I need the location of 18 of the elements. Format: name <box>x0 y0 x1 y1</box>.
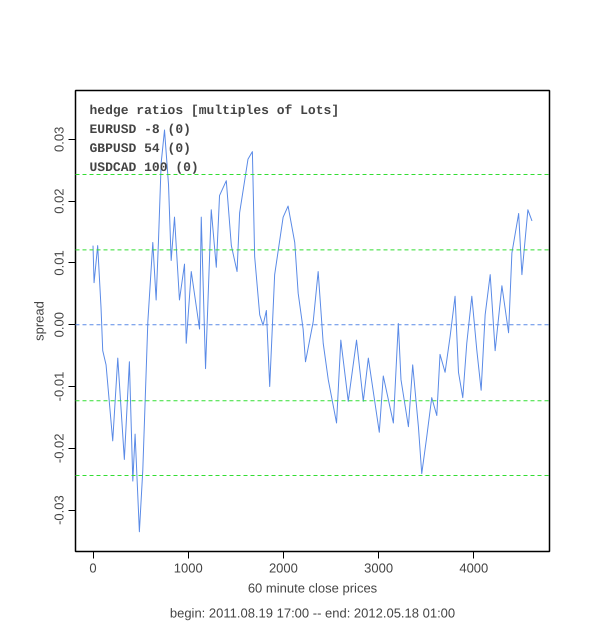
y-tick-label: 0.00 <box>52 312 66 338</box>
annotation: GBPUSD 54 (0) <box>90 141 191 156</box>
annotation: hedge ratios [multiples of Lots] <box>90 103 340 118</box>
y-tick-label: 0.03 <box>52 126 66 152</box>
x-axis-title: 60 minute close prices <box>248 580 378 596</box>
y-tick-label: 0.01 <box>52 250 66 276</box>
x-tick-label: 3000 <box>364 560 394 576</box>
x-tick-label: 2000 <box>268 560 298 576</box>
annotation: EURUSD -8 (0) <box>90 122 191 137</box>
x-tick-label: 1000 <box>174 560 203 576</box>
y-tick-label: -0.03 <box>52 495 66 525</box>
y-axis-title: spread <box>32 301 46 341</box>
y-tick-label: 0.02 <box>52 188 66 214</box>
y-tick-label: -0.02 <box>52 433 66 464</box>
text: begin: 2011.08.19 17:00 -- end: 2012.05.18 01:00 <box>170 606 456 620</box>
y-tick-label: -0.01 <box>52 372 66 402</box>
x-tick-label: 0 <box>89 560 97 576</box>
x-tick-label: 4000 <box>459 560 488 576</box>
